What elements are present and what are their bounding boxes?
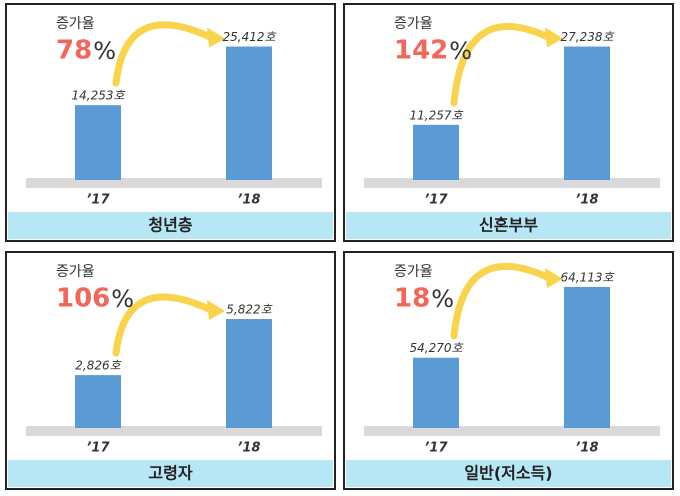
x-tick-label: ’17 [424,193,448,208]
chart-title: 일반(저소득) [464,464,552,483]
value-label: 5,822호 [226,303,272,317]
annotation: 증가율 [56,16,95,32]
growth-rate: 142 [394,36,448,66]
bar [413,357,459,428]
bar [75,375,121,428]
panel-frame [5,251,336,490]
chart-panel: 청년층 14,253호 ’17 25,412호 ’18 증가율 78% [5,3,336,242]
growth-unit: % [449,37,472,65]
chart-title: 신혼부부 [479,216,538,235]
title-band [8,460,333,487]
x-tick-label: ’18 [237,441,260,456]
value-label: 25,412호 [222,30,276,44]
value-label: 64,113호 [560,270,614,284]
baseline-band [26,426,322,436]
baseline-band [364,178,660,188]
bar [75,105,121,180]
chart-panel: 신혼부부 11,257호 ’17 27,238호 ’18 증가율 142% [343,3,674,242]
baseline-band [26,178,322,188]
chart-title: 청년층 [148,216,192,235]
arrow-head [545,27,563,48]
bar [564,46,610,181]
x-tick-label: ’17 [424,441,448,456]
arrow-head [545,267,563,288]
growth-arrow [450,262,553,340]
growth-rate: 18 [394,284,430,314]
x-tick-label: ’18 [575,193,598,208]
bar [226,319,272,428]
x-tick-label: ’18 [237,193,260,208]
title-band [8,212,333,239]
value-label: 54,270호 [409,341,463,355]
value-label: 2,826호 [75,359,121,373]
chart-panel: 일반(저소득) 54,270호 ’17 64,113호 ’18 증가율 18% [343,251,674,490]
annotation: 증가율 [56,264,95,280]
growth-rate: 78 [56,36,92,66]
arrow-head [207,27,225,48]
value-label: 11,257호 [409,108,463,122]
value-label: 27,238호 [560,30,614,44]
chart-panel: 고령자 2,826호 ’17 5,822호 ’18 증가율 106% [5,251,336,490]
annotation: 증가율 [394,16,433,32]
panel-frame [343,251,674,490]
growth-unit: % [93,37,116,65]
bar [226,46,272,181]
annotation: 증가율 [394,264,433,280]
baseline-band [364,426,660,436]
title-band [346,212,671,239]
arrow-head [207,300,225,321]
panel-frame [5,3,336,242]
chart-title: 고령자 [148,464,192,483]
x-tick-label: ’17 [86,193,110,208]
bar [413,124,459,180]
title-band [346,460,671,487]
growth-unit: % [431,285,454,313]
growth-arrow [112,21,215,87]
growth-rate: 106 [56,284,110,314]
growth-arrow [112,293,215,357]
growth-arrow [450,23,553,107]
value-label: 14,253호 [71,89,125,103]
x-tick-label: ’17 [86,441,110,456]
x-tick-label: ’18 [575,441,598,456]
panel-frame [343,3,674,242]
bar [564,286,610,428]
growth-unit: % [111,285,134,313]
